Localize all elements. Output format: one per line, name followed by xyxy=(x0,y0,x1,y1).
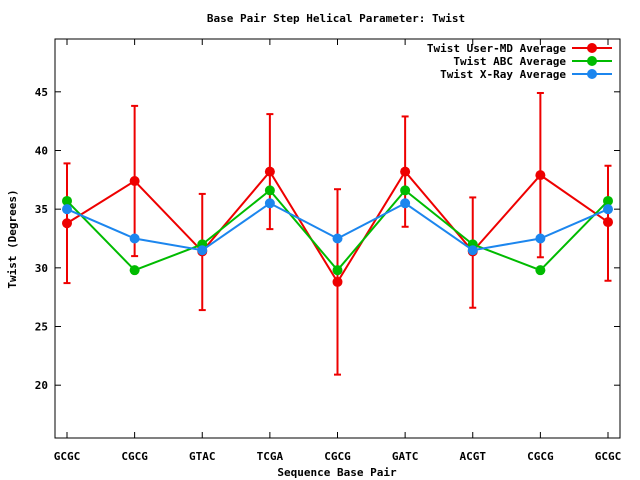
data-point xyxy=(129,233,140,244)
x-tick-label: TCGA xyxy=(257,450,284,463)
data-point xyxy=(332,233,343,244)
y-tick-label: 40 xyxy=(35,144,48,157)
data-point xyxy=(400,166,411,177)
x-tick-label: GCGC xyxy=(595,450,622,463)
data-point xyxy=(332,265,343,276)
x-axis: GCGC CGCG GTAC TCGA CGCG GATC ACGT CGCG GCGC xyxy=(54,39,622,463)
x-tick-label: ACGT xyxy=(460,450,487,463)
legend-marker xyxy=(587,43,597,53)
data-point xyxy=(197,245,208,256)
x-tick-label: GTAC xyxy=(189,450,216,463)
x-tick-label: GCGC xyxy=(54,450,81,463)
data-point xyxy=(400,185,411,196)
legend-marker xyxy=(587,69,597,79)
series-layer xyxy=(62,91,613,376)
y-axis: 20 25 30 35 40 45 xyxy=(35,86,620,392)
data-point xyxy=(535,265,546,276)
y-tick-label: 25 xyxy=(35,321,48,334)
data-point xyxy=(535,170,546,181)
data-point xyxy=(535,233,546,244)
y-tick-label: 45 xyxy=(35,86,48,99)
chart-title: Base Pair Step Helical Parameter: Twist xyxy=(207,12,465,25)
data-point xyxy=(603,217,613,228)
y-tick-label: 35 xyxy=(35,203,48,216)
series-2 xyxy=(62,198,613,256)
x-tick-label: CGCG xyxy=(121,450,148,463)
data-point xyxy=(264,166,275,177)
x-tick-label: CGCG xyxy=(527,450,554,463)
legend-label: Twist X-Ray Average xyxy=(440,68,566,81)
x-tick-label: CGCG xyxy=(324,450,351,463)
data-point xyxy=(62,195,72,206)
legend-label: Twist User-MD Average xyxy=(427,42,566,55)
data-point xyxy=(264,185,275,196)
data-point xyxy=(129,175,140,186)
data-point xyxy=(603,204,613,215)
data-point xyxy=(264,198,275,209)
data-point xyxy=(129,265,140,276)
y-axis-label: Twist (Degrees) xyxy=(6,189,19,288)
data-point xyxy=(62,218,72,229)
data-point xyxy=(62,204,72,215)
legend-label: Twist ABC Average xyxy=(453,55,566,68)
data-point xyxy=(400,198,411,209)
x-tick-label: GATC xyxy=(392,450,419,463)
legend-marker xyxy=(587,56,597,66)
x-axis-label: Sequence Base Pair xyxy=(277,466,397,479)
data-point xyxy=(332,276,343,287)
data-point xyxy=(603,195,613,206)
data-point xyxy=(467,245,478,256)
y-tick-label: 20 xyxy=(35,379,48,392)
y-tick-label: 30 xyxy=(35,262,48,275)
